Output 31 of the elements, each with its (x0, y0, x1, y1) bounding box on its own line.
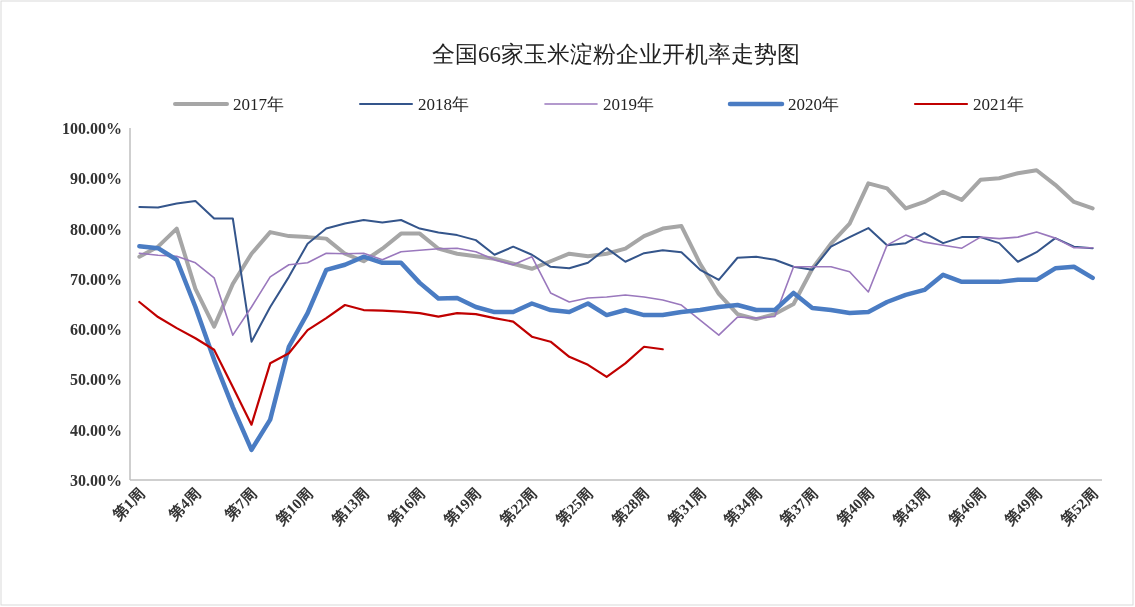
x-tick-label: 第31周 (664, 484, 709, 529)
x-tick-label: 第46周 (944, 484, 989, 529)
x-tick-label: 第37周 (776, 484, 821, 529)
x-tick-label: 第52周 (1056, 484, 1101, 529)
y-tick-label: 70.00% (70, 270, 122, 288)
x-tick-label: 第4周 (165, 484, 204, 524)
legend-label: 2020年 (788, 95, 839, 114)
y-tick-label: 40.00% (70, 421, 122, 439)
y-tick-label: 50.00% (70, 371, 122, 389)
y-tick-label: 90.00% (70, 170, 122, 188)
y-tick-label: 80.00% (70, 220, 122, 238)
y-tick-label: 30.00% (70, 472, 122, 489)
chart-title: 全国66家玉米淀粉企业开机率走势图 (432, 42, 800, 67)
legend-label: 2017年 (233, 95, 284, 114)
x-tick-label: 第7周 (221, 484, 260, 524)
x-tick-label: 第40周 (832, 484, 877, 529)
x-tick-label: 第13周 (327, 484, 372, 529)
x-tick-label: 第25周 (552, 484, 597, 529)
x-tick-label: 第10周 (271, 484, 316, 529)
x-tick-label: 第22周 (496, 484, 541, 529)
x-tick-label: 第34周 (720, 484, 765, 529)
x-tick-label: 第28周 (608, 484, 653, 529)
y-tick-label: 60.00% (70, 321, 122, 339)
x-tick-label: 第16周 (384, 484, 428, 529)
x-tick-label: 第19周 (440, 484, 484, 529)
legend-label: 2018年 (418, 95, 469, 114)
x-tick-label: 第43周 (888, 484, 933, 529)
x-tick-label: 第49周 (1000, 484, 1045, 529)
legend-label: 2021年 (973, 95, 1024, 114)
legend-label: 2019年 (603, 95, 654, 114)
y-tick-label: 100.00% (62, 120, 122, 137)
